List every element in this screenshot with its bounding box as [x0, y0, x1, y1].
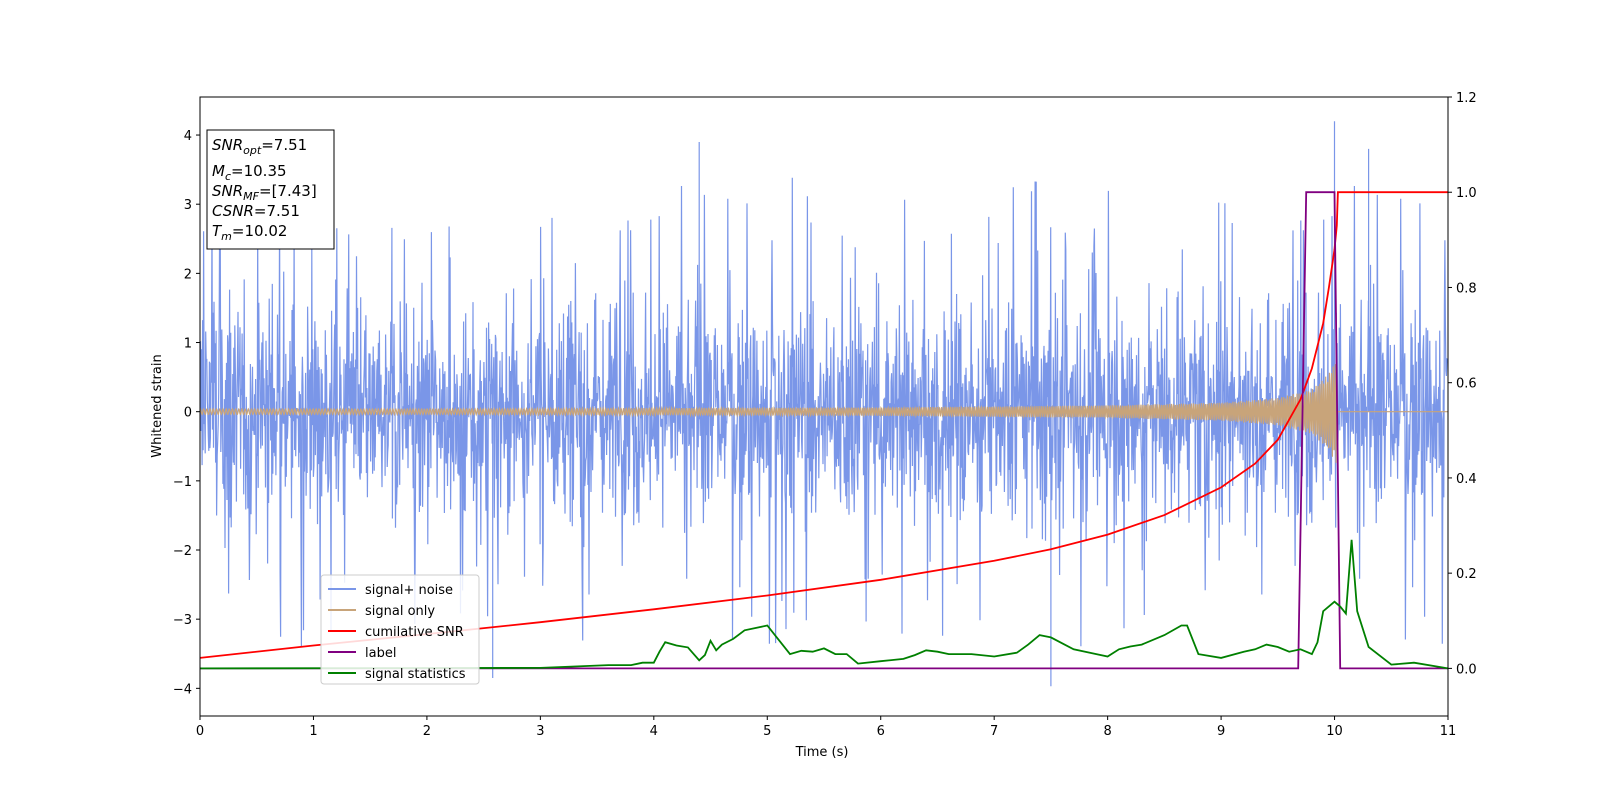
axes-frame [199, 96, 1449, 717]
cumilative-snr-line [200, 191, 1448, 659]
y-left-tick-label: −3 [173, 613, 192, 628]
info-box-frame [206, 129, 335, 250]
info-line: CSNR=7.51 [212, 202, 300, 220]
legend-entry-label: signal statistics [365, 667, 466, 682]
y-right-tick-label: 0.2 [1456, 567, 1477, 582]
y-left-tick-label: −1 [173, 475, 192, 490]
x-tick-label: 7 [990, 724, 998, 739]
legend-entry-label: label [365, 646, 396, 661]
label-line [200, 191, 1448, 670]
series-cumilative-snr [200, 191, 1448, 659]
legend: signal+ noise signal only cumilative SNR la… [320, 574, 480, 685]
x-tick-label: 2 [423, 724, 431, 739]
info-box: SNRopt=7.51 Mc=10.35SNRMF=[7.43]CSNR=7.51… [206, 129, 335, 250]
legend-frame [320, 574, 480, 685]
plot-area [200, 121, 1448, 687]
x-tick-label: 11 [1440, 724, 1457, 739]
x-tick-label: 5 [763, 724, 771, 739]
legend-entry-label: signal only [365, 604, 435, 619]
y-right-tick-label: 0.8 [1456, 281, 1477, 296]
y-left-tick-label: −4 [173, 682, 192, 697]
x-axis-label: Time (s) [795, 745, 849, 760]
x-tick-label: 3 [536, 724, 544, 739]
series-signal-only [200, 364, 1448, 463]
series-label [200, 191, 1448, 670]
y-axis-left: −4 −3 −2 −1 0 1 2 3 4 [173, 129, 200, 697]
y-axis-right: 0.0 0.2 0.4 0.6 0.8 1.0 1.2 [1448, 91, 1477, 677]
x-tick-label: 8 [1103, 724, 1111, 739]
series-signal-statistics [200, 539, 1448, 670]
y-left-tick-label: 4 [184, 129, 192, 144]
y-left-tick-label: 3 [184, 198, 192, 213]
signal-statistics-line [200, 539, 1448, 670]
y-right-tick-label: 1.0 [1456, 186, 1477, 201]
x-tick-label: 6 [877, 724, 885, 739]
y-right-tick-label: 0.0 [1456, 662, 1477, 677]
y-axis-label: Whitened strain [150, 354, 165, 457]
y-right-tick-label: 1.2 [1456, 91, 1477, 106]
signal-only-line [200, 364, 1448, 463]
info-line: SNRopt=7.51 [212, 136, 307, 157]
legend-entry-label: signal+ noise [365, 583, 453, 598]
info-line: Tm=10.02 [212, 222, 287, 243]
y-left-tick-label: 2 [184, 267, 192, 282]
legend-entry-label: cumilative SNR [365, 625, 464, 640]
x-tick-label: 4 [650, 724, 658, 739]
info-line: SNRMF=[7.43] [212, 182, 317, 203]
info-line: Mc=10.35 [212, 162, 287, 183]
x-tick-label: 0 [196, 724, 204, 739]
y-left-tick-label: 1 [184, 337, 192, 352]
x-axis: 0 1 2 3 4 5 6 7 8 9 10 11 [196, 716, 1456, 739]
x-tick-label: 1 [309, 724, 317, 739]
y-right-tick-label: 0.4 [1456, 472, 1477, 487]
x-tick-label: 9 [1217, 724, 1225, 739]
x-tick-label: 10 [1326, 724, 1343, 739]
y-right-tick-label: 0.6 [1456, 377, 1477, 392]
y-left-tick-label: 0 [184, 406, 192, 421]
y-left-tick-label: −2 [173, 544, 192, 559]
